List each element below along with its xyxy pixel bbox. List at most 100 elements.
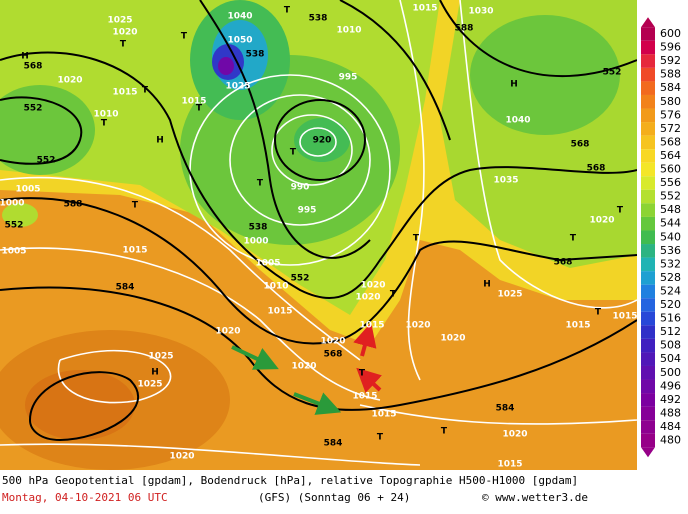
map-label: 588 (455, 24, 474, 34)
colorbar-label: 532 (660, 257, 681, 270)
colorbar-swatch (641, 379, 655, 394)
colorbar-swatch (641, 162, 655, 177)
map-label: 1020 (215, 327, 240, 337)
colorbar-swatch (641, 420, 655, 434)
colorbar-label: 524 (660, 284, 681, 297)
colorbar-swatch (641, 67, 655, 82)
colorbar-cap (641, 17, 655, 28)
map-label: T (290, 148, 297, 158)
colorbar-label: 584 (660, 81, 681, 94)
map-label: 1010 (263, 282, 288, 292)
map-label: 568 (587, 164, 606, 174)
colorbar-label: 560 (660, 163, 681, 176)
colorbar-label: 536 (660, 244, 681, 257)
map-label: 1015 (267, 307, 292, 317)
map-label: 584 (324, 439, 343, 449)
map-label: 1015 (612, 312, 637, 322)
annotation-arrows (231, 322, 382, 415)
colorbar-label: 504 (660, 352, 681, 365)
map-label: H (21, 52, 29, 62)
map-label: T (413, 234, 420, 244)
valid-date: Montag, 04-10-2021 06 UTC (2, 491, 168, 504)
colorbar-label: 484 (660, 420, 681, 433)
colorbar-label: 600 (660, 27, 681, 40)
colorbar-label: 556 (660, 176, 681, 189)
colorbar-swatch (641, 135, 655, 150)
map-label: 995 (339, 73, 358, 83)
map-label: 588 (64, 200, 83, 210)
map-label: T (181, 32, 188, 42)
colorbar-swatch (641, 108, 655, 123)
map-label: T (595, 308, 602, 318)
colorbar-label: 588 (660, 68, 681, 81)
map-label: 552 (603, 68, 622, 78)
map-label: 1015 (181, 97, 206, 107)
colorbar-label: 572 (660, 122, 681, 135)
map-label: H (483, 280, 491, 290)
map-label: T (359, 369, 366, 379)
map-label: 1025 (137, 380, 162, 390)
map-label: 1050 (227, 36, 252, 46)
map-label: 1015 (359, 321, 384, 331)
map-label: 1015 (371, 410, 396, 420)
map-label: T (257, 179, 264, 189)
map-label: 538 (246, 50, 265, 60)
map-label: 1015 (112, 88, 137, 98)
map-label: 1020 (502, 430, 527, 440)
colorbar-label: 564 (660, 149, 681, 162)
map-label: T (390, 290, 397, 300)
map-label: 1040 (227, 12, 252, 22)
colorbar-label: 540 (660, 230, 681, 243)
colorbar-label: 596 (660, 41, 681, 54)
colorbar-swatch (641, 122, 655, 136)
colorbar-swatch (641, 176, 655, 190)
map-label: 1015 (412, 4, 437, 14)
colorbar-swatch (641, 27, 655, 41)
map-label: 1000 (243, 237, 268, 247)
colorbar-swatch (641, 298, 655, 312)
colorbar-label: 512 (660, 325, 681, 338)
colorbar-swatch (641, 54, 655, 68)
colorbar-swatch (641, 352, 655, 366)
map-label: H (156, 136, 164, 146)
colorbar-cap (641, 447, 655, 458)
colorbar-label: 488 (660, 406, 681, 419)
colorbar-swatch (641, 271, 655, 285)
map-label: T (196, 104, 203, 114)
map-label: T (132, 201, 139, 211)
colorbar-swatch (641, 257, 655, 272)
map-label: 1020 (360, 281, 385, 291)
model-run: (GFS) (Sonntag 06 + 24) (258, 491, 410, 504)
map-label: 538 (309, 14, 328, 24)
map-label: H (510, 80, 518, 90)
map-description: 500 hPa Geopotential [gpdam], Bodendruck… (2, 474, 578, 487)
map-label: 1015 (497, 460, 522, 470)
colorbar-label: 496 (660, 379, 681, 392)
map-label: T (142, 86, 149, 96)
map-label: 1040 (505, 116, 530, 126)
map-label: T (101, 119, 108, 129)
map-label: 1015 (565, 321, 590, 331)
colorbar-swatch (641, 94, 655, 109)
map-label: 1020 (355, 293, 380, 303)
colorbar-label: 552 (660, 190, 681, 203)
map-label: H (151, 368, 159, 378)
map-label: 584 (116, 283, 135, 293)
map-label: T (120, 40, 127, 50)
colorbar-swatch (641, 325, 655, 339)
colorbar-swatch (641, 189, 655, 204)
map-label: T (617, 206, 624, 216)
map-label: T (441, 427, 448, 437)
colorbar-label: 544 (660, 217, 681, 230)
map-label: 990 (291, 183, 310, 193)
map-label: 1035 (493, 176, 518, 186)
map-label: 568 (24, 62, 43, 72)
map-label: T (284, 6, 291, 16)
map-label: 1025 (107, 16, 132, 26)
colorbar-label: 568 (660, 135, 681, 148)
map-label: 995 (298, 206, 317, 216)
colorbar-label: 500 (660, 366, 681, 379)
colorbar-label: 576 (660, 108, 681, 121)
